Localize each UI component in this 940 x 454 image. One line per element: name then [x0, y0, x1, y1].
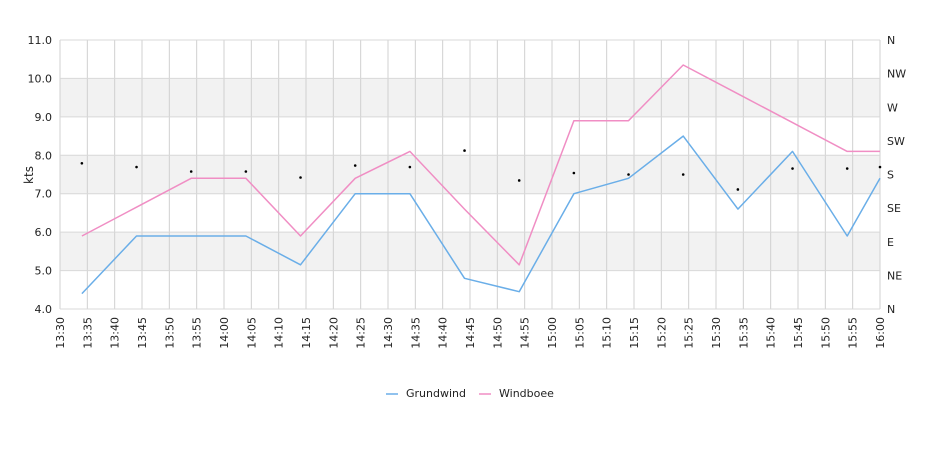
grid-lines [59, 39, 881, 310]
direction-point [353, 164, 357, 167]
direction-point [408, 165, 412, 169]
x-tick-labels: 13:30 13:35 13:40 13:45 13:50 13:55 14:00 14:05… [54, 317, 887, 349]
x-tick-label: 16:00 [874, 317, 887, 349]
x-tick-label: 15:20 [655, 317, 668, 349]
direction-point [517, 179, 521, 182]
x-tick-label: 14:30 [382, 317, 395, 349]
legend-item-windboee: Windboee [479, 387, 554, 400]
y-tick-label: 9.0 [35, 111, 53, 124]
x-tick-label: 14:55 [519, 317, 532, 349]
direction-tick-label: NW [887, 68, 906, 81]
direction-point [681, 173, 685, 176]
direction-point [878, 165, 882, 169]
legend: Grundwind Windboee [386, 387, 554, 400]
direction-tick-label: N [887, 303, 895, 316]
direction-point [299, 176, 302, 179]
x-tick-label: 13:40 [109, 317, 122, 349]
x-tick-label: 14:00 [218, 317, 231, 349]
x-tick-label: 14:25 [355, 317, 368, 349]
x-tick-label: 14:45 [464, 317, 477, 349]
direction-tick-label: SW [887, 135, 905, 148]
direction-point [736, 188, 740, 191]
legend-label: Grundwind [406, 387, 466, 400]
direction-point [791, 167, 794, 170]
y-tick-labels: 4.0 5.0 6.0 7.0 8.0 9.0 10.0 11.0 [28, 34, 53, 316]
direction-point [845, 167, 849, 170]
x-tick-label: 15:10 [601, 317, 614, 349]
x-tick-label: 15:45 [792, 317, 805, 349]
direction-tick-label: W [887, 101, 898, 114]
y-tick-label: 6.0 [35, 226, 53, 239]
x-tick-label: 15:25 [683, 317, 696, 349]
x-tick-label: 15:05 [573, 317, 586, 349]
direction-point [189, 170, 193, 173]
x-tick-label: 15:40 [765, 317, 778, 349]
x-tick-label: 13:30 [54, 317, 67, 349]
y-tick-label: 5.0 [35, 265, 53, 278]
x-tick-label: 15:00 [546, 317, 559, 349]
direction-point [244, 170, 248, 173]
direction-point [80, 161, 84, 165]
direction-point [627, 173, 630, 176]
direction-tick-labels: N NE E SE S SW W NW N [887, 34, 906, 316]
direction-point [572, 171, 576, 175]
y-tick-label: 8.0 [35, 149, 53, 162]
legend-item-grundwind: Grundwind [386, 387, 466, 400]
x-tick-label: 13:45 [136, 317, 149, 349]
direction-point [135, 165, 138, 169]
x-tick-label: 13:35 [81, 317, 94, 349]
x-tick-label: 14:10 [273, 317, 286, 349]
x-tick-label: 14:50 [491, 317, 504, 349]
x-tick-label: 14:35 [409, 317, 422, 349]
x-tick-label: 15:15 [628, 317, 641, 349]
y-tick-label: 11.0 [28, 34, 53, 47]
x-tick-label: 15:30 [710, 317, 723, 349]
x-tick-label: 14:15 [300, 317, 313, 349]
direction-points [80, 149, 882, 191]
series-line-grundwind [81, 135, 881, 295]
direction-tick-label: E [887, 236, 894, 249]
direction-tick-label: N [887, 34, 895, 47]
y-axis-label: kts [22, 166, 36, 184]
x-tick-label: 14:20 [327, 317, 340, 349]
x-tick-label: 15:55 [847, 317, 860, 349]
legend-label: Windboee [499, 387, 554, 400]
y-tick-label: 10.0 [28, 72, 53, 85]
series-lines [81, 64, 881, 295]
y-tick-label: 4.0 [35, 303, 53, 316]
direction-tick-label: NE [887, 269, 902, 282]
direction-point [463, 149, 466, 152]
x-tick-label: 13:55 [191, 317, 204, 349]
x-tick-label: 15:50 [819, 317, 832, 349]
x-tick-label: 14:05 [245, 317, 258, 349]
y-tick-label: 7.0 [35, 188, 53, 201]
x-tick-label: 13:50 [163, 317, 176, 349]
direction-tick-label: S [887, 169, 894, 182]
series-line-windboee [81, 64, 880, 266]
x-tick-label: 14:40 [437, 317, 450, 349]
x-tick-label: 15:35 [737, 317, 750, 349]
direction-tick-label: SE [887, 202, 901, 215]
